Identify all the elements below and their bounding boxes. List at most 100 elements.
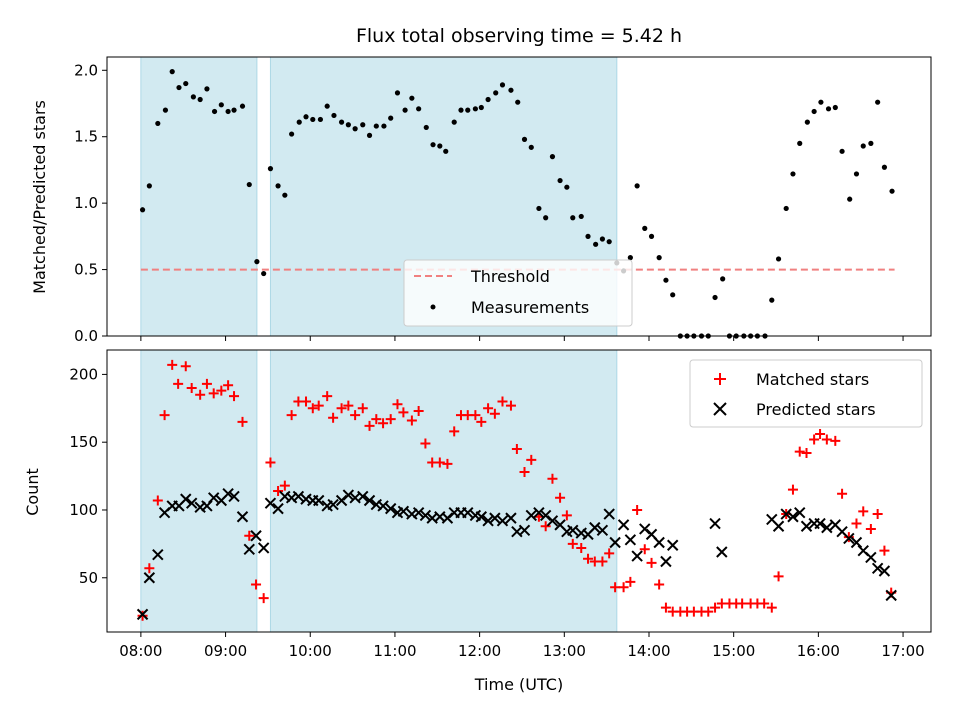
predicted-star-point xyxy=(136,608,149,621)
predicted-star-point xyxy=(780,508,792,520)
predicted-star-point xyxy=(546,515,559,527)
measurement-point xyxy=(183,80,189,87)
predicted-star-point xyxy=(567,524,579,537)
measurement-point xyxy=(868,140,874,146)
predicted-star-point xyxy=(794,506,806,519)
shaded-interval xyxy=(140,349,258,633)
matched-star-point xyxy=(273,486,284,496)
matched-star-point xyxy=(286,410,297,421)
matched-star-point xyxy=(511,443,522,454)
predicted-star-point xyxy=(363,494,376,507)
matched-star-point xyxy=(610,582,621,593)
matched-star-point xyxy=(413,406,424,417)
measurement-point xyxy=(254,259,260,265)
measurement-point xyxy=(465,107,471,113)
matched-star-point xyxy=(773,571,784,582)
measurement-point xyxy=(218,102,224,108)
predicted-star-point xyxy=(243,543,255,556)
x-tick-label: 14:00 xyxy=(627,642,670,660)
legend-measurements-swatch xyxy=(430,304,436,310)
x-tick-label: 11:00 xyxy=(373,642,416,660)
matched-star-point xyxy=(879,545,890,556)
matched-star-point xyxy=(654,579,665,590)
predicted-star-point xyxy=(228,490,240,503)
matched-star-point xyxy=(301,396,312,407)
measurement-point xyxy=(549,154,556,160)
bottom-legend: Matched stars Predicted stars xyxy=(689,359,923,428)
bottom-y-ticks: 50 100 150 200 xyxy=(69,365,107,587)
matched-star-point xyxy=(350,410,361,421)
predicted-star-point xyxy=(617,519,630,531)
predicted-star-point xyxy=(787,511,799,523)
predicted-stars-points xyxy=(136,488,897,621)
measurement-point xyxy=(352,126,358,132)
measurement-point xyxy=(231,107,237,113)
matched-star-point xyxy=(449,426,460,437)
measurement-point xyxy=(508,87,514,93)
matched-star-point xyxy=(144,563,155,574)
bottom-legend-box xyxy=(689,359,923,428)
matched-star-point xyxy=(434,457,445,468)
predicted-star-point xyxy=(496,515,509,527)
legend-measurements-label: Measurements xyxy=(471,298,589,317)
matched-star-point xyxy=(547,473,558,484)
measurement-point xyxy=(155,120,161,127)
matched-star-point xyxy=(632,504,643,515)
measurement-point xyxy=(578,213,584,220)
measurement-point xyxy=(275,183,281,189)
matched-star-point xyxy=(737,598,748,609)
predicted-star-point xyxy=(313,494,325,507)
bottom-shaded-intervals xyxy=(140,349,618,633)
predicted-star-point xyxy=(377,500,389,512)
shaded-interval xyxy=(140,56,258,337)
measurement-point xyxy=(458,107,464,113)
measurement-point xyxy=(303,114,309,120)
measurement-point xyxy=(775,256,782,262)
measurement-point xyxy=(642,225,648,231)
matched-star-point xyxy=(809,434,820,445)
measurement-point xyxy=(720,276,726,282)
top-x-ticks xyxy=(140,336,904,341)
predicted-star-point xyxy=(207,492,220,504)
predicted-star-point xyxy=(327,498,339,511)
legend-threshold-label: Threshold xyxy=(470,267,550,286)
measurement-point xyxy=(162,107,169,113)
measurement-point xyxy=(443,148,449,154)
matched-star-point xyxy=(519,467,530,478)
measurement-point xyxy=(472,106,478,112)
measurement-point xyxy=(282,192,288,198)
matched-star-point xyxy=(567,538,578,549)
bottom-axes-frame xyxy=(106,349,932,633)
matched-star-point xyxy=(815,429,826,440)
predicted-star-point xyxy=(397,505,410,518)
measurement-point xyxy=(790,171,796,177)
matched-star-point xyxy=(483,403,494,414)
measurement-point xyxy=(825,106,832,112)
matched-star-point xyxy=(201,378,212,389)
predicted-star-point xyxy=(631,550,643,562)
predicted-star-point xyxy=(878,565,891,577)
measurement-point xyxy=(889,188,895,194)
matched-star-point xyxy=(476,416,487,427)
predicted-star-point xyxy=(384,502,397,515)
bottom-panel: 08:00 09:00 10:00 11:00 12:00 13:00 14:00 15:00… xyxy=(23,349,932,694)
legend-predicted-label: Predicted stars xyxy=(756,400,876,419)
measurement-point xyxy=(317,116,324,123)
matched-star-point xyxy=(258,593,269,604)
predicted-star-point xyxy=(250,530,262,542)
measurement-point xyxy=(197,96,203,103)
predicted-star-point xyxy=(624,534,637,546)
matched-star-point xyxy=(152,495,163,506)
matched-stars-points xyxy=(137,359,897,621)
predicted-star-point xyxy=(603,508,615,520)
measurement-point xyxy=(585,233,591,239)
matched-star-point xyxy=(759,598,770,609)
top-y-tick-label: 0.0 xyxy=(74,327,98,345)
measurement-point xyxy=(783,205,789,212)
bottom-x-ticks: 08:00 09:00 10:00 11:00 12:00 13:00 14:00 15:00… xyxy=(119,632,925,660)
predicted-star-point xyxy=(871,562,884,574)
bottom-y-axis-label: Count xyxy=(23,468,42,516)
predicted-star-point xyxy=(236,511,249,523)
measurement-point xyxy=(528,144,534,150)
